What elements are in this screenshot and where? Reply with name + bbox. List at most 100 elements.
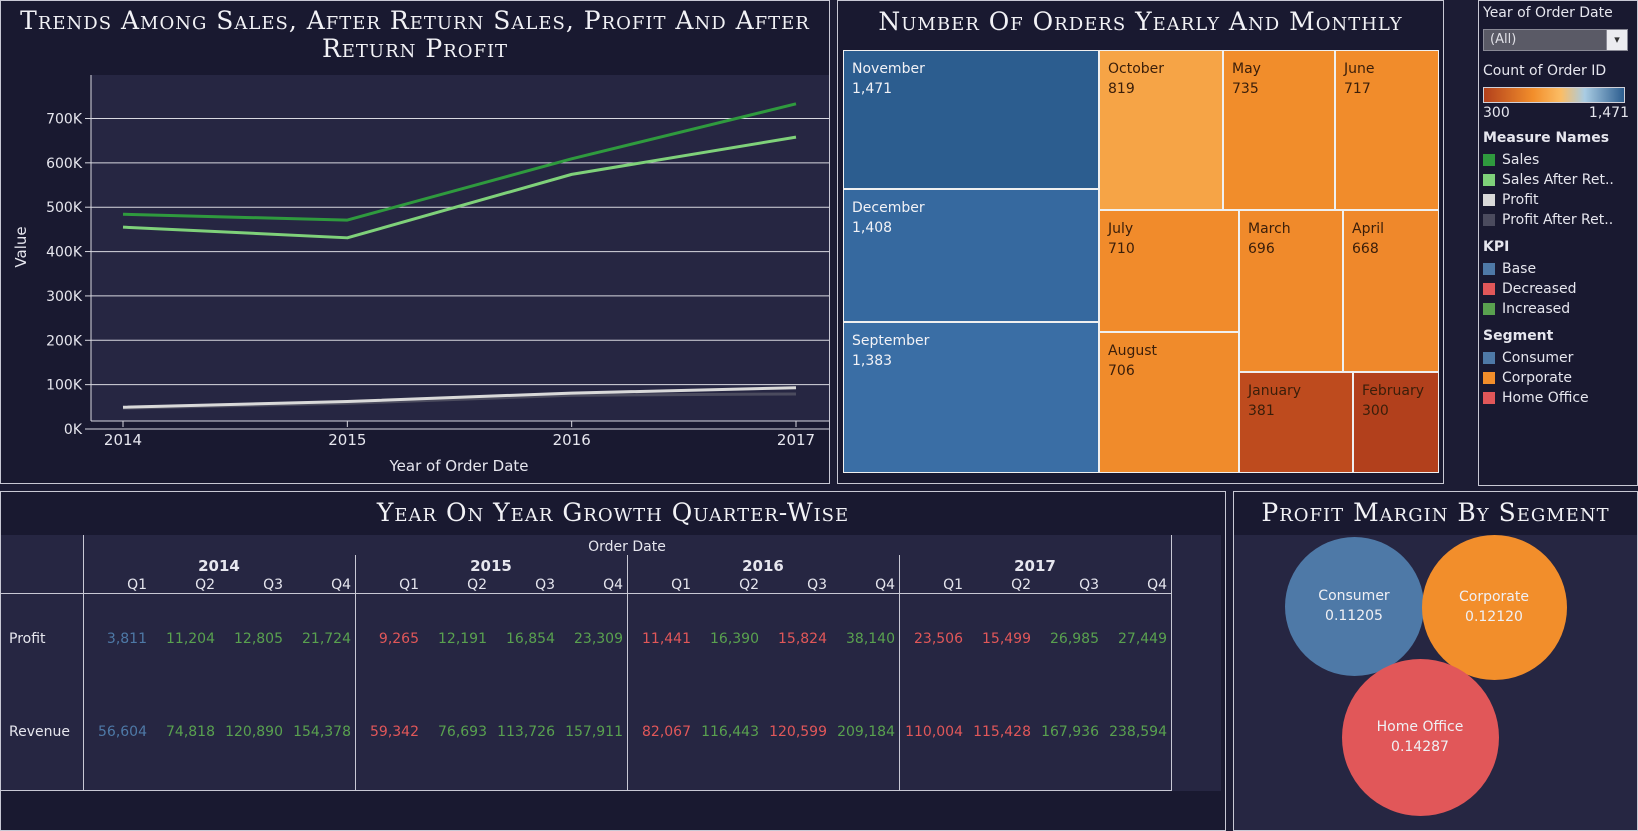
legend-label: Profit xyxy=(1502,192,1539,208)
y-tick-label: 0K xyxy=(64,422,83,438)
filter-title: Year of Order Date xyxy=(1483,5,1613,21)
series-line-profit[interactable] xyxy=(122,386,797,409)
quarter-header: Q2 xyxy=(195,577,215,593)
color-min-label: 300 xyxy=(1483,105,1510,121)
treemap-cell-december[interactable]: December 1,408 xyxy=(843,189,1099,322)
table-cell: 74,818 xyxy=(166,724,215,740)
bubble-home-office[interactable]: Home Office 0.14287 xyxy=(1341,658,1499,816)
legend-item-decreased[interactable]: Decreased xyxy=(1483,279,1633,299)
legend-swatch xyxy=(1483,352,1495,364)
growth-table-panel: Year On Year Growth Quarter-Wise Order D… xyxy=(0,491,1226,831)
y-tick-label: 600K xyxy=(46,156,83,172)
legend-item-sales-after-ret[interactable]: Sales After Ret.. xyxy=(1483,170,1633,190)
legend-item-home-office[interactable]: Home Office xyxy=(1483,388,1633,408)
quarter-header: Q4 xyxy=(603,577,623,593)
year-divider xyxy=(627,555,628,791)
bubble-segment-label: Home Office xyxy=(1376,719,1464,735)
treemap-value-label: 381 xyxy=(1248,403,1275,419)
line-chart-title: Trends Among Sales, After Return Sales, … xyxy=(20,6,810,63)
table-cell: 11,204 xyxy=(166,631,215,647)
dropdown-chevron-icon[interactable]: ▾ xyxy=(1606,30,1627,50)
legend-item-profit-after-ret[interactable]: Profit After Ret.. xyxy=(1483,210,1633,230)
legend-label: Profit After Ret.. xyxy=(1502,212,1614,228)
table-bottom-border xyxy=(1,790,1171,791)
treemap-value-label: 1,383 xyxy=(852,353,893,369)
row-label-revenue: Revenue xyxy=(9,724,70,740)
table-cell: 110,004 xyxy=(905,724,963,740)
segment-legend-title: Segment xyxy=(1483,328,1554,344)
line-chart-panel: Trends Among Sales, After Return Sales, … xyxy=(0,0,830,484)
treemap-cell-june[interactable]: June 717 xyxy=(1335,50,1439,210)
treemap-value-label: 706 xyxy=(1108,363,1135,379)
quarter-header: Q4 xyxy=(1147,577,1167,593)
x-tick-label: 2016 xyxy=(553,431,591,449)
series-line-sales[interactable] xyxy=(122,102,797,222)
x-tick-label: 2017 xyxy=(777,431,815,449)
legend-panel: Year of Order Date (All) ▾ Count of Orde… xyxy=(1478,0,1638,486)
table-cell: 82,067 xyxy=(642,724,691,740)
treemap-cell-october[interactable]: October 819 xyxy=(1099,50,1223,210)
y-tick-label: 100K xyxy=(46,378,83,394)
legend-item-consumer[interactable]: Consumer xyxy=(1483,348,1633,368)
treemap-value-label: 819 xyxy=(1108,81,1135,97)
treemap-month-label: October xyxy=(1108,61,1165,77)
treemap-cell-march[interactable]: March 696 xyxy=(1239,210,1343,372)
treemap-cell-january[interactable]: January 381 xyxy=(1239,372,1353,473)
legend-item-sales[interactable]: Sales xyxy=(1483,150,1633,170)
legend-label: Sales xyxy=(1502,152,1540,168)
legend-swatch xyxy=(1483,214,1495,226)
y-tick-label: 200K xyxy=(46,333,83,349)
legend-swatch xyxy=(1483,154,1495,166)
legend-swatch xyxy=(1483,283,1495,295)
quarter-header: Q3 xyxy=(263,577,283,593)
treemap-value-label: 668 xyxy=(1352,241,1379,257)
table-cell: 38,140 xyxy=(846,631,895,647)
bubble-segment-label: Consumer xyxy=(1318,588,1390,604)
legend-label: Corporate xyxy=(1502,370,1572,386)
legend-item-increased[interactable]: Increased xyxy=(1483,299,1633,319)
legend-item-profit[interactable]: Profit xyxy=(1483,190,1633,210)
treemap-month-label: March xyxy=(1248,221,1291,237)
treemap-cell-september[interactable]: September 1,383 xyxy=(843,322,1099,473)
growth-table: Order Date 2014 Q1 Q2 Q3 Q4 2015 Q1 Q2 Q3 Q4 2016 Q1… xyxy=(1,535,1221,791)
legend-item-base[interactable]: Base xyxy=(1483,259,1633,279)
year-filter-value: (All) xyxy=(1490,32,1517,47)
legend-swatch xyxy=(1483,372,1495,384)
quarter-header: Q2 xyxy=(1011,577,1031,593)
year-header: 2016 xyxy=(742,557,784,575)
bubble-corporate[interactable]: Corporate 0.12120 xyxy=(1421,534,1567,680)
bubble-consumer[interactable]: Consumer 0.11205 xyxy=(1284,536,1424,676)
quarter-header: Q1 xyxy=(671,577,691,593)
table-cell: 9,265 xyxy=(378,631,419,647)
table-cell: 26,985 xyxy=(1050,631,1099,647)
color-legend-title: Count of Order ID xyxy=(1483,63,1607,79)
treemap-cell-august[interactable]: August 706 xyxy=(1099,332,1239,473)
quarter-header: Q3 xyxy=(807,577,827,593)
treemap-month-label: December xyxy=(852,200,925,216)
year-filter-dropdown[interactable]: (All) ▾ xyxy=(1483,29,1628,51)
treemap-cell-november[interactable]: November 1,471 xyxy=(843,50,1099,189)
series-line-sales-after-ret[interactable] xyxy=(122,135,797,240)
treemap-cell-may[interactable]: May 735 xyxy=(1223,50,1335,210)
quarter-header: Q1 xyxy=(399,577,419,593)
row-header-divider xyxy=(83,535,84,791)
legend-item-corporate[interactable]: Corporate xyxy=(1483,368,1633,388)
table-cell: 76,693 xyxy=(438,724,487,740)
table-right-border xyxy=(1171,535,1172,791)
treemap-month-label: July xyxy=(1108,221,1134,237)
table-cell: 154,378 xyxy=(293,724,351,740)
table-cell: 238,594 xyxy=(1109,724,1167,740)
order-date-header: Order Date xyxy=(588,539,666,555)
quarter-header: Q4 xyxy=(331,577,351,593)
quarter-header: Q2 xyxy=(467,577,487,593)
quarter-header: Q1 xyxy=(943,577,963,593)
legend-swatch xyxy=(1483,194,1495,206)
measure-legend-title: Measure Names xyxy=(1483,130,1610,146)
bubble-value-label: 0.11205 xyxy=(1325,608,1383,624)
treemap-value-label: 696 xyxy=(1248,241,1275,257)
year-divider xyxy=(355,555,356,791)
treemap-cell-february[interactable]: February 300 xyxy=(1353,372,1439,473)
treemap-cell-july[interactable]: July 710 xyxy=(1099,210,1239,332)
quarter-header: Q3 xyxy=(1079,577,1099,593)
treemap-cell-april[interactable]: April 668 xyxy=(1343,210,1439,372)
